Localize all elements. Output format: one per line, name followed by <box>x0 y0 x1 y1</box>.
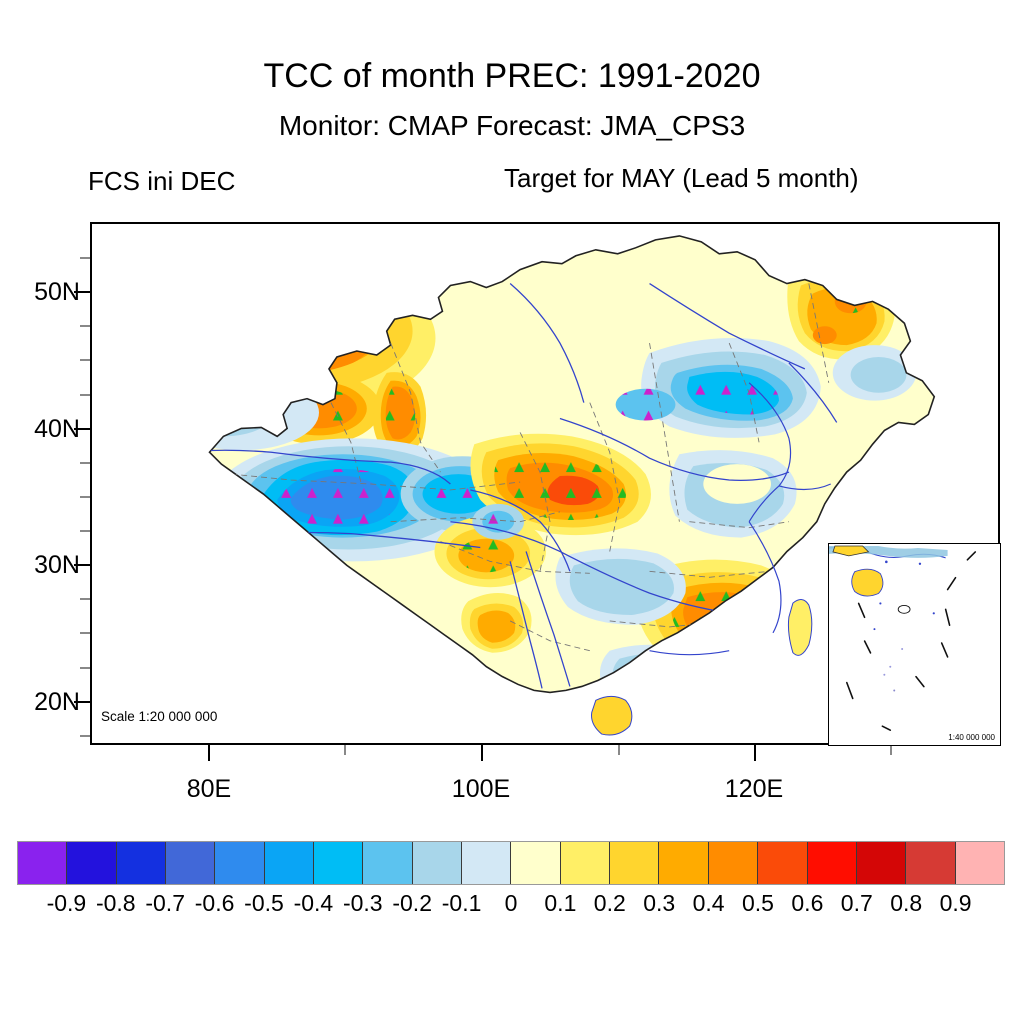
ytick-minor <box>80 598 90 600</box>
colorbar-band-17 <box>856 842 907 884</box>
colorbar-tick-label: -0.9 <box>46 890 87 916</box>
china-tcc-map <box>208 235 936 736</box>
colorbar-band-15 <box>758 842 808 884</box>
ytick-mark <box>74 291 90 293</box>
colorbar[interactable] <box>17 841 1005 885</box>
colorbar-band-2 <box>116 842 167 884</box>
colorbar-band-0 <box>18 842 68 884</box>
ytick-mark <box>74 428 90 430</box>
colorbar-tick-label: 0.9 <box>939 890 972 916</box>
south-china-sea-inset[interactable]: 1:40 000 000 <box>828 543 1001 746</box>
colorbar-tick-label: -0.5 <box>244 890 284 916</box>
xtick-mark <box>481 745 483 761</box>
map-scale-note: Scale 1:20 000 000 <box>101 709 218 724</box>
colorbar-tick-label: -0.8 <box>95 890 136 916</box>
coastline-layer <box>649 382 831 656</box>
xtick-minor <box>890 745 892 755</box>
colorbar-band-12 <box>610 842 660 884</box>
colorbar-band-3 <box>166 842 216 884</box>
colorbar-band-13 <box>659 842 709 884</box>
colorbar-band-9 <box>462 842 512 884</box>
colorbar-tick-label: 0.5 <box>742 890 774 916</box>
colorbar-band-16 <box>807 842 857 884</box>
colorbar-band-18 <box>906 842 956 884</box>
colorbar-band-19 <box>955 842 1004 884</box>
ytick-minor <box>80 632 90 634</box>
ytick-minor <box>80 735 90 737</box>
xtick-minor <box>618 745 620 755</box>
forecast-init-label: FCS ini DEC <box>88 166 236 196</box>
xtick-mark <box>208 745 210 761</box>
inset-scale-label: 1:40 000 000 <box>948 733 995 742</box>
colorbar-tick-label: -0.6 <box>194 890 235 916</box>
colorbar-band-8 <box>412 842 463 884</box>
colorbar-band-1 <box>67 842 117 884</box>
colorbar-tick-label: 0.4 <box>692 890 725 916</box>
colorbar-ticks: -0.9 -0.8 -0.7 -0.6 -0.5 -0.4 -0.3 -0.2 -0.1 0 0.1… <box>17 890 1005 920</box>
ytick-minor <box>80 667 90 669</box>
ytick-minor <box>80 462 90 464</box>
colorbar-band-5 <box>264 842 315 884</box>
ytick-mark <box>74 701 90 703</box>
province-borders <box>211 283 830 652</box>
ytick-minor <box>80 530 90 532</box>
colorbar-tick-label: 0.3 <box>643 890 676 916</box>
colorbar-tick-label: -0.3 <box>342 890 383 916</box>
colorbar-tick-label: 0.8 <box>890 890 923 916</box>
target-label: Target for MAY (Lead 5 month) <box>504 163 859 193</box>
ytick-mark <box>74 564 90 566</box>
colorbar-band-10 <box>511 842 561 884</box>
hainan-island <box>591 695 633 736</box>
taiwan-island <box>787 599 813 656</box>
colorbar-band-6 <box>314 842 364 884</box>
colorbar-band-11 <box>560 842 611 884</box>
ytick-minor <box>80 325 90 327</box>
colorbar-band-14 <box>708 842 759 884</box>
subtitle: Monitor: CMAP Forecast: JMA_CPS3 <box>278 110 746 141</box>
colorbar-band-4 <box>215 842 265 884</box>
ytick-minor <box>80 496 90 498</box>
colorbar-tick-label: -0.7 <box>145 890 185 916</box>
xtick-mark <box>754 745 756 761</box>
china-national-border <box>208 235 936 694</box>
xtick-minor <box>344 745 346 755</box>
colorbar-tick-label: 0.1 <box>544 890 577 916</box>
colorbar-tick-label: 0.2 <box>593 890 626 916</box>
colorbar-tick-label: -0.4 <box>293 890 334 916</box>
inset-map-svg <box>829 545 977 731</box>
page-title: TCC of month PREC: 1991-2020 <box>263 57 761 95</box>
colorbar-tick-label: 0.6 <box>791 890 824 916</box>
ytick-20n: 20N <box>34 688 80 716</box>
xtick-100e: 100E <box>451 775 511 803</box>
ytick-minor <box>80 394 90 396</box>
ytick-minor <box>80 359 90 361</box>
colorbar-band-7 <box>363 842 413 884</box>
ytick-30n: 30N <box>34 551 80 579</box>
xtick-120e: 120E <box>724 775 784 803</box>
ytick-50n: 50N <box>34 278 80 306</box>
map-plot-area[interactable]: Scale 1:20 000 000 <box>90 222 1001 746</box>
ytick-40n: 40N <box>34 415 80 443</box>
colorbar-tick-label: -0.1 <box>441 890 482 916</box>
xtick-80e: 80E <box>186 775 232 803</box>
colorbar-tick-label: -0.2 <box>392 890 432 916</box>
ytick-minor <box>80 257 90 259</box>
colorbar-tick-label: 0 <box>504 890 518 916</box>
colorbar-tick-label: 0.7 <box>840 890 873 916</box>
